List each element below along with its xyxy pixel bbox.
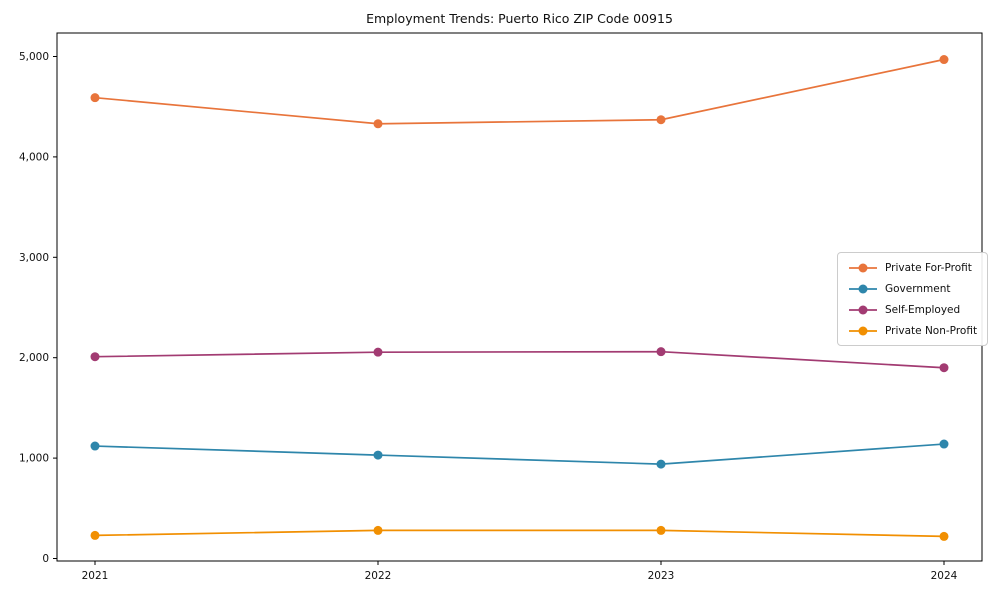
x-tick-label: 2023 [648, 570, 675, 582]
data-point-marker [939, 531, 949, 541]
y-tick-label: 5,000 [19, 51, 49, 63]
data-point-marker [90, 93, 100, 103]
legend-marker [858, 305, 868, 314]
legend-label: Government [885, 282, 951, 295]
series-group [90, 55, 949, 129]
data-point-marker [373, 450, 383, 460]
y-tick-label: 4,000 [19, 151, 49, 163]
series-line [94, 58, 945, 125]
data-point-marker [90, 352, 100, 362]
x-tick-label: 2022 [365, 570, 392, 582]
legend-label: Private Non-Profit [885, 324, 978, 337]
legend-marker [858, 263, 868, 272]
legend-label: Private For-Profit [885, 261, 972, 274]
legend-label: Self-Employed [885, 303, 961, 316]
legend-line-marker-icon [849, 284, 877, 293]
data-point-marker [656, 347, 666, 357]
data-point-marker [656, 459, 666, 469]
series-line [94, 350, 945, 369]
data-point-marker [90, 441, 100, 451]
legend-item: Government [848, 280, 977, 297]
legend-item: Private For-Profit [848, 259, 977, 276]
y-tick-label: 3,000 [19, 252, 49, 264]
legend-line-marker-icon [849, 305, 877, 314]
data-point-marker [656, 115, 666, 125]
data-point-marker [90, 530, 100, 540]
legend-line-marker-icon [849, 326, 877, 335]
series-group [90, 439, 949, 469]
legend-line-marker-icon [849, 263, 877, 272]
chart-title: Employment Trends: Puerto Rico ZIP Code … [366, 11, 673, 26]
data-point-marker [373, 347, 383, 357]
legend-marker [858, 326, 868, 335]
legend-marker [858, 284, 868, 293]
series-line [94, 529, 945, 538]
data-point-marker [939, 55, 949, 65]
y-tick-label: 2,000 [19, 352, 49, 364]
series-group [90, 525, 949, 541]
series-group [90, 347, 949, 373]
series-line [94, 443, 945, 465]
y-tick-label: 1,000 [19, 453, 49, 465]
data-point-marker [939, 439, 949, 449]
x-tick-label: 2024 [931, 570, 958, 582]
data-point-marker [373, 119, 383, 129]
legend: Private For-Profit Government Self-Employe… [837, 252, 989, 346]
y-tick-label: 0 [42, 553, 49, 565]
legend-item: Self-Employed [848, 301, 977, 318]
legend-item: Private Non-Profit [848, 322, 977, 339]
data-point-marker [373, 525, 383, 535]
x-tick-label: 2021 [82, 570, 109, 582]
data-point-marker [939, 363, 949, 373]
data-point-marker [656, 525, 666, 535]
